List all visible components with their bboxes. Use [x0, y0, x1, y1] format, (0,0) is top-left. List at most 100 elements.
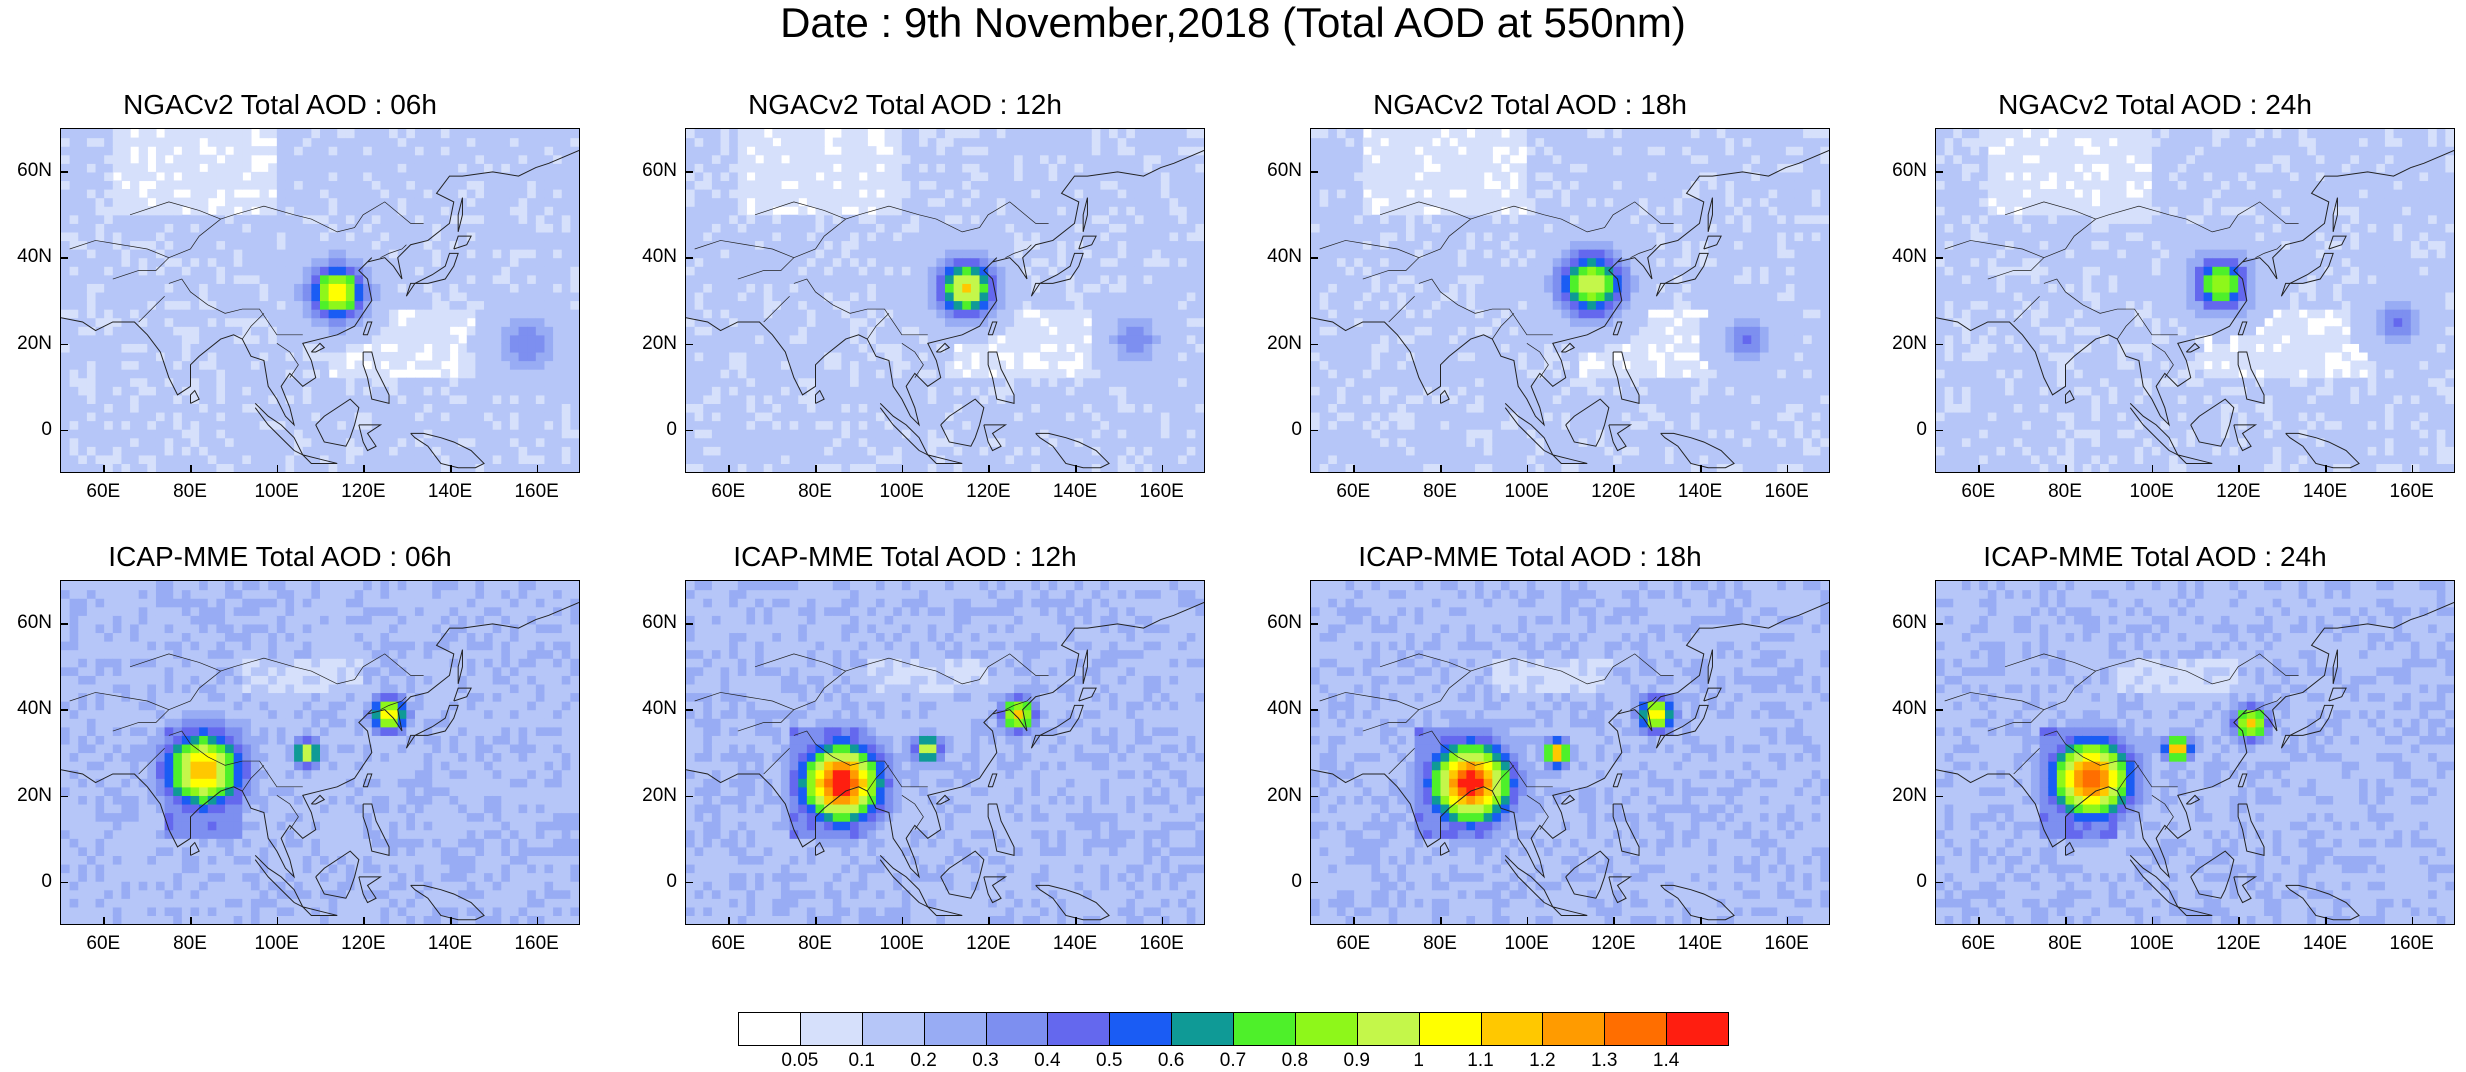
aod-cell: [156, 232, 165, 241]
aod-cell: [372, 275, 381, 284]
aod-cell: [337, 335, 346, 344]
aod-cell: [182, 266, 191, 275]
aod-field-svg: [686, 129, 1204, 472]
aod-cell: [70, 266, 79, 275]
aod-cell: [1040, 266, 1049, 275]
aod-cell: [285, 189, 294, 198]
aod-cell: [355, 180, 364, 189]
aod-cell: [1100, 266, 1109, 275]
aod-cell: [695, 438, 704, 447]
aod-cell: [191, 335, 200, 344]
aod-cell: [807, 361, 816, 370]
aod-cell: [406, 343, 415, 352]
aod-cell: [415, 249, 424, 258]
aod-cell: [1161, 223, 1170, 232]
aod-cell: [268, 429, 277, 438]
aod-cell: [910, 352, 919, 361]
aod-cell: [1100, 189, 1109, 198]
aod-cell: [199, 343, 208, 352]
aod-cell: [216, 343, 225, 352]
aod-cell: [876, 343, 885, 352]
aod-cell: [1169, 395, 1178, 404]
aod-cell: [363, 163, 372, 172]
aod-cell: [432, 318, 441, 327]
aod-cell: [738, 206, 747, 215]
aod-cell: [113, 206, 122, 215]
aod-cell: [910, 309, 919, 318]
aod-cell: [191, 309, 200, 318]
aod-cell: [1187, 223, 1196, 232]
aod-cell: [251, 446, 260, 455]
aod-cell: [173, 232, 182, 241]
aod-cell: [182, 335, 191, 344]
aod-cell: [729, 309, 738, 318]
aod-cell: [346, 129, 355, 138]
aod-cell: [1311, 292, 1320, 301]
aod-cell: [1187, 369, 1196, 378]
aod-cell: [790, 301, 799, 310]
aod-cell: [458, 283, 467, 292]
aod-cell: [216, 258, 225, 267]
aod-cell: [1049, 386, 1058, 395]
aod-cell: [1354, 309, 1363, 318]
aod-cell: [1195, 232, 1204, 241]
aod-cell: [790, 129, 799, 138]
aod-cell: [553, 352, 562, 361]
aod-cell: [1135, 369, 1144, 378]
aod-cell: [1023, 412, 1032, 421]
aod-cell: [885, 369, 894, 378]
aod-cell: [234, 163, 243, 172]
aod-cell: [536, 309, 545, 318]
aod-cell: [225, 283, 234, 292]
aod-cell: [928, 215, 937, 224]
aod-cell: [191, 129, 200, 138]
aod-cell: [1109, 463, 1118, 472]
aod-cell: [268, 301, 277, 310]
aod-cell: [346, 198, 355, 207]
aod-cell: [997, 326, 1006, 335]
aod-cell: [764, 395, 773, 404]
aod-cell: [945, 198, 954, 207]
aod-cell: [746, 412, 755, 421]
aod-cell: [755, 352, 764, 361]
aod-cell: [703, 343, 712, 352]
aod-cell: [70, 438, 79, 447]
aod-cell: [216, 378, 225, 387]
aod-cell: [1346, 163, 1355, 172]
aod-cell: [501, 412, 510, 421]
aod-cell: [859, 283, 868, 292]
aod-cell: [311, 412, 320, 421]
aod-cell: [1320, 335, 1329, 344]
aod-cell: [510, 283, 519, 292]
aod-cell: [398, 361, 407, 370]
aod-cell: [510, 258, 519, 267]
aod-cell: [816, 138, 825, 147]
aod-cell: [1109, 361, 1118, 370]
aod-cell: [1354, 198, 1363, 207]
aod-cell: [242, 421, 251, 430]
aod-cell: [798, 446, 807, 455]
aod-cell: [772, 309, 781, 318]
aod-cell: [70, 232, 79, 241]
aod-cell: [1169, 283, 1178, 292]
aod-cell: [1083, 455, 1092, 464]
aod-cell: [70, 446, 79, 455]
aod-cell: [1118, 386, 1127, 395]
aod-cell: [1178, 172, 1187, 181]
aod-cell: [1337, 386, 1346, 395]
aod-cell: [764, 275, 773, 284]
aod-cell: [1049, 318, 1058, 327]
aod-cell: [96, 421, 105, 430]
aod-cell: [242, 386, 251, 395]
aod-cell: [893, 189, 902, 198]
aod-cell: [277, 180, 286, 189]
aod-cell: [553, 206, 562, 215]
aod-cell: [1169, 446, 1178, 455]
aod-cell: [1144, 429, 1153, 438]
aod-cell: [156, 189, 165, 198]
aod-cell: [1100, 301, 1109, 310]
aod-cell: [113, 438, 122, 447]
aod-cell: [1118, 258, 1127, 267]
aod-cell: [78, 283, 87, 292]
aod-cell: [182, 292, 191, 301]
